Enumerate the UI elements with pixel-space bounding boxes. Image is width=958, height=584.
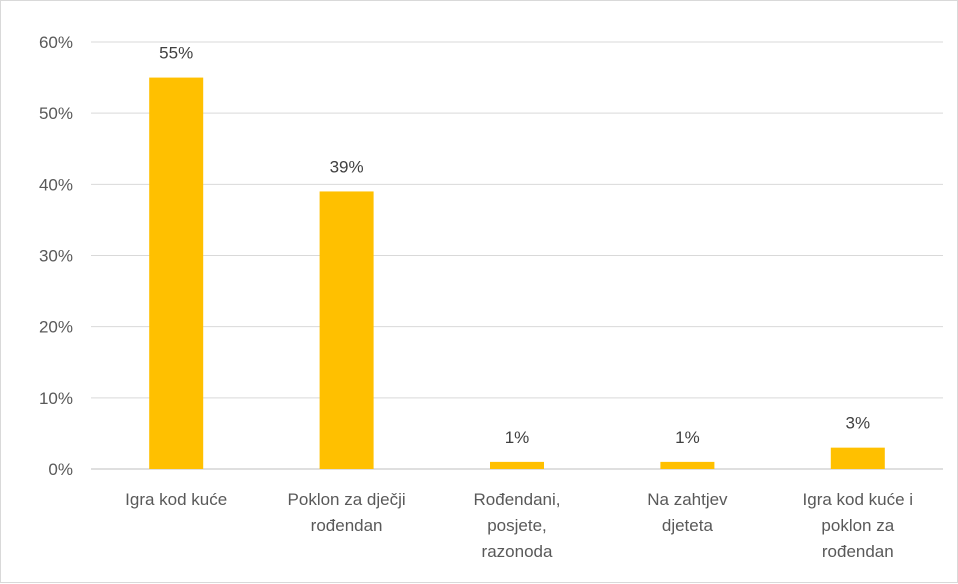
y-tick-label: 40% [39,175,73,194]
category-label: Igra kod kuće [125,490,227,509]
y-tick-label: 0% [48,460,73,479]
category-label: Poklon za dječji rođendan [288,490,406,535]
y-tick-label: 30% [39,247,73,266]
category-label-line: Na zahtjev [647,490,728,509]
y-tick-label: 60% [39,33,73,52]
y-tick-label: 50% [39,104,73,123]
bars [149,77,885,469]
data-label: 1% [505,428,530,447]
category-label: Rođendani, posjete, razonoda [474,490,561,561]
category-label: Na zahtjev djeteta [647,490,728,535]
gridlines [91,41,943,470]
category-label-line: razonoda [482,542,553,561]
data-labels: 55% 39% 1% 1% 3% [159,44,870,447]
y-tick-label: 10% [39,389,73,408]
data-label: 39% [330,157,364,176]
category-label-line: Rođendani, [474,490,561,509]
data-label: 3% [846,414,871,433]
category-label-line: rođendan [311,516,383,535]
data-label: 1% [675,428,700,447]
y-axis-tick-labels: 0% 10% 20% 30% 40% 50% 60% [39,33,73,479]
category-label-line: poklon za [821,516,894,535]
data-label: 55% [159,44,193,63]
category-label-line: djeteta [662,516,714,535]
bar [660,461,715,469]
y-tick-label: 20% [39,318,73,337]
category-label-line: Igra kod kuće i [803,490,914,509]
bar [490,461,544,469]
category-label-line: Poklon za dječji [288,490,406,509]
bar [319,191,374,469]
category-label-line: posjete, [487,516,547,535]
x-axis-category-labels: Igra kod kuće Poklon za dječji rođendan Rođ… [125,490,913,561]
category-label-line: rođendan [822,542,894,561]
category-label-line: Igra kod kuće [125,490,227,509]
bar [830,447,885,469]
category-label: Igra kod kuće i poklon za rođendan [803,490,914,561]
bar [149,77,204,469]
